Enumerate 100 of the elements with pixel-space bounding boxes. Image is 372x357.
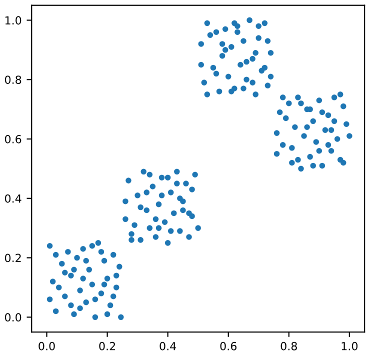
- point: [140, 168, 146, 175]
- point: [268, 50, 274, 56]
- point: [316, 148, 322, 154]
- point: [144, 190, 150, 196]
- point: [68, 302, 74, 308]
- point: [158, 192, 165, 198]
- x-tick-label: 1.0: [342, 342, 358, 350]
- point: [268, 74, 274, 80]
- point: [128, 237, 134, 243]
- point: [46, 296, 53, 302]
- point: [52, 252, 59, 258]
- point: [276, 109, 283, 116]
- point: [319, 109, 326, 116]
- point: [164, 174, 171, 180]
- point: [98, 248, 104, 255]
- y-tick-label: 1.0: [5, 16, 22, 25]
- point: [274, 130, 280, 136]
- point: [192, 172, 198, 178]
- point: [126, 178, 132, 184]
- point: [219, 41, 226, 47]
- point: [146, 225, 153, 231]
- point: [86, 266, 92, 273]
- point: [128, 231, 134, 237]
- point: [286, 100, 292, 106]
- point: [174, 180, 180, 186]
- point: [62, 293, 68, 300]
- point: [80, 246, 86, 252]
- point: [113, 272, 120, 278]
- point: [118, 314, 124, 320]
- point: [198, 62, 204, 68]
- point: [222, 26, 228, 32]
- point: [195, 225, 201, 231]
- point: [256, 23, 262, 30]
- point: [138, 204, 144, 210]
- point: [225, 74, 232, 80]
- point: [138, 237, 144, 243]
- point: [307, 154, 313, 160]
- point: [116, 264, 122, 270]
- point: [186, 210, 192, 216]
- point: [98, 290, 104, 296]
- point: [240, 38, 246, 44]
- point: [292, 124, 298, 130]
- point: [113, 284, 120, 290]
- point: [89, 282, 96, 288]
- x-tick-label: 0.8: [280, 342, 297, 350]
- point: [68, 272, 74, 278]
- point: [210, 64, 216, 71]
- point: [107, 302, 114, 308]
- point: [295, 94, 301, 100]
- point: [156, 201, 162, 208]
- point: [152, 216, 159, 222]
- point: [213, 70, 220, 77]
- point: [52, 308, 59, 314]
- point: [232, 20, 238, 26]
- point: [216, 88, 222, 94]
- point: [298, 100, 304, 106]
- point: [304, 124, 310, 130]
- point: [204, 20, 210, 26]
- point: [256, 35, 262, 41]
- y-tick-label: 0.4: [4, 194, 22, 203]
- point: [328, 127, 334, 133]
- point: [50, 278, 56, 284]
- point: [328, 148, 334, 154]
- point: [219, 52, 226, 59]
- point: [83, 258, 89, 264]
- point: [110, 293, 116, 300]
- point: [340, 103, 346, 110]
- point: [65, 248, 71, 255]
- point: [340, 160, 346, 166]
- point: [186, 234, 192, 240]
- y-tick-label: 0.2: [4, 254, 21, 262]
- point: [334, 136, 340, 142]
- point: [280, 94, 286, 100]
- point: [168, 228, 174, 234]
- point: [250, 56, 256, 62]
- point: [246, 17, 252, 24]
- point: [313, 139, 320, 145]
- point: [250, 80, 256, 86]
- point: [322, 127, 328, 133]
- point: [298, 166, 304, 172]
- point: [132, 222, 138, 228]
- point: [331, 94, 338, 100]
- x-tick-label: 0.2: [99, 342, 116, 350]
- point: [244, 58, 250, 65]
- point: [274, 150, 280, 157]
- point: [168, 190, 174, 196]
- point: [104, 276, 110, 282]
- point: [62, 270, 68, 276]
- point: [122, 216, 128, 222]
- point: [144, 207, 150, 214]
- point: [316, 97, 322, 104]
- point: [240, 86, 246, 92]
- point: [234, 29, 240, 35]
- point: [189, 186, 195, 192]
- point: [262, 20, 268, 26]
- point: [170, 210, 177, 216]
- point: [180, 207, 186, 214]
- point: [162, 219, 168, 226]
- point: [74, 254, 80, 261]
- point: [146, 172, 153, 178]
